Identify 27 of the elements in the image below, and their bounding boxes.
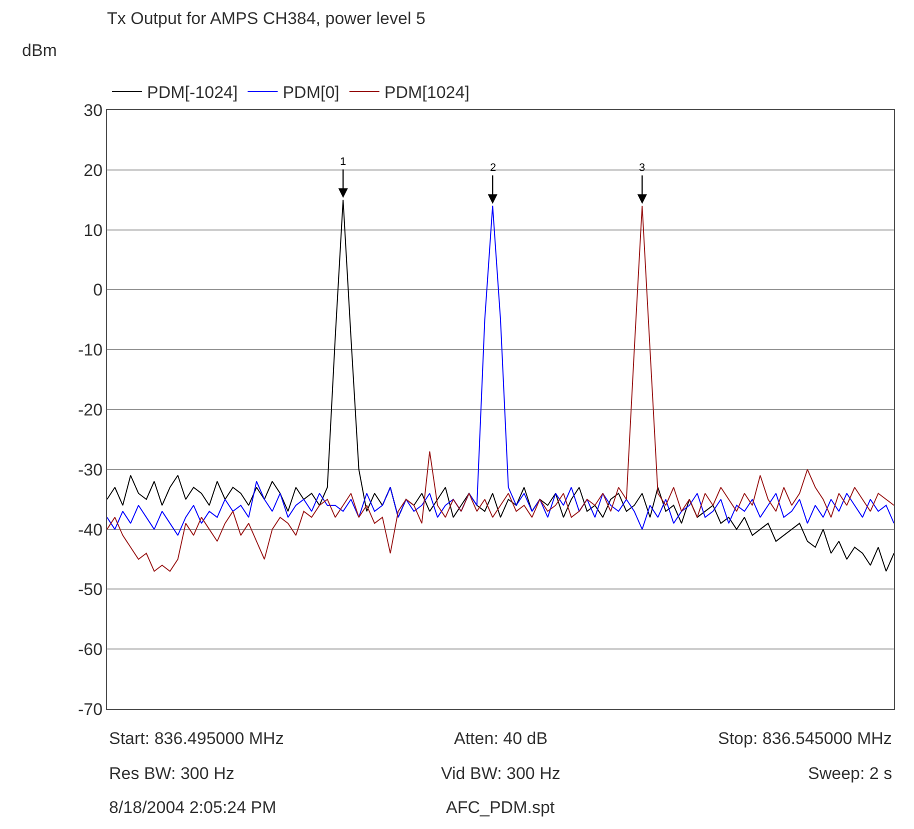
y-tick-label: -70 xyxy=(78,700,103,719)
text: Sweep: 2 s xyxy=(808,764,892,783)
text: Vid BW: 300 Hz xyxy=(441,764,560,783)
text: 8/18/2004 2:05:24 PM xyxy=(109,798,276,817)
text: Stop: 836.545000 MHz xyxy=(718,729,892,748)
legend-label: PDM[-1024] xyxy=(147,83,238,102)
y-tick-label: 0 xyxy=(93,280,103,300)
chart-title: Tx Output for AMPS CH384, power level 5 xyxy=(107,8,426,28)
y-tick-label: -20 xyxy=(78,400,103,420)
y-tick-label: -60 xyxy=(78,640,103,660)
y-tick-label: 30 xyxy=(84,100,103,120)
legend-label: PDM[0] xyxy=(282,83,340,102)
annotation: 1 xyxy=(340,156,346,168)
annotation: 2 xyxy=(490,162,496,174)
y-tick-label: -30 xyxy=(78,460,103,480)
y-tick-label: 20 xyxy=(84,160,103,180)
y-tick-label: 10 xyxy=(84,220,103,240)
text: Start: 836.495000 MHz xyxy=(109,729,284,748)
text: AFC_PDM.spt xyxy=(446,798,555,817)
y-tick-label: -40 xyxy=(78,520,103,540)
legend-label: PDM[1024] xyxy=(384,83,470,102)
text: Res BW: 300 Hz xyxy=(109,764,234,783)
annotation: 3 xyxy=(639,162,646,174)
y-axis-title: dBm xyxy=(22,41,57,60)
y-tick-label: -50 xyxy=(78,580,103,600)
text: Atten: 40 dB xyxy=(454,729,548,748)
y-tick-label: -10 xyxy=(78,340,103,360)
